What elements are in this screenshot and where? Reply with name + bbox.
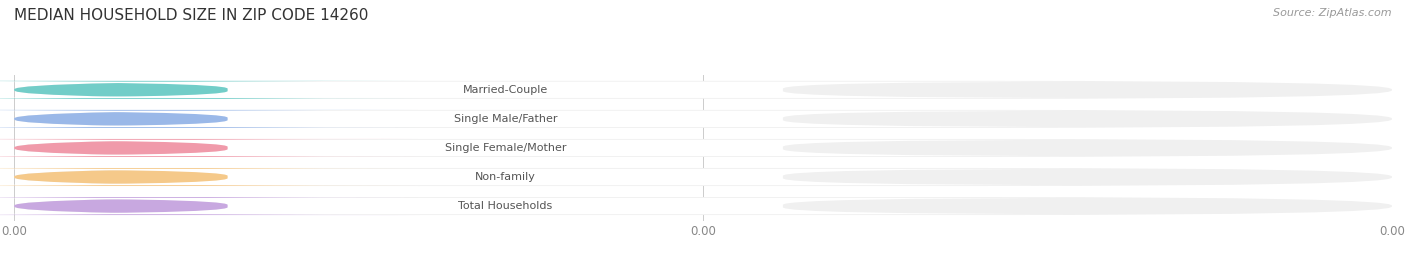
Text: Total Households: Total Households xyxy=(458,201,553,211)
FancyBboxPatch shape xyxy=(0,140,1111,156)
FancyBboxPatch shape xyxy=(14,197,1392,215)
FancyBboxPatch shape xyxy=(0,197,420,215)
FancyBboxPatch shape xyxy=(0,198,1111,214)
FancyBboxPatch shape xyxy=(14,110,1392,128)
FancyBboxPatch shape xyxy=(0,111,1111,127)
Text: 0.00: 0.00 xyxy=(246,143,273,153)
FancyBboxPatch shape xyxy=(14,139,1392,157)
FancyBboxPatch shape xyxy=(0,139,420,157)
Text: MEDIAN HOUSEHOLD SIZE IN ZIP CODE 14260: MEDIAN HOUSEHOLD SIZE IN ZIP CODE 14260 xyxy=(14,8,368,23)
FancyBboxPatch shape xyxy=(0,110,420,128)
FancyBboxPatch shape xyxy=(0,82,1111,98)
Text: Married-Couple: Married-Couple xyxy=(463,85,548,95)
FancyBboxPatch shape xyxy=(0,169,1111,185)
FancyBboxPatch shape xyxy=(14,168,1392,186)
Text: Single Male/Father: Single Male/Father xyxy=(454,114,557,124)
Text: 0.00: 0.00 xyxy=(246,85,273,95)
Text: 0.00: 0.00 xyxy=(246,172,273,182)
FancyBboxPatch shape xyxy=(0,81,420,99)
Text: Single Female/Mother: Single Female/Mother xyxy=(444,143,567,153)
FancyBboxPatch shape xyxy=(14,81,1392,99)
Text: 0.00: 0.00 xyxy=(246,201,273,211)
Text: Source: ZipAtlas.com: Source: ZipAtlas.com xyxy=(1274,8,1392,18)
Text: 0.00: 0.00 xyxy=(246,114,273,124)
Text: Non-family: Non-family xyxy=(475,172,536,182)
FancyBboxPatch shape xyxy=(0,168,420,186)
